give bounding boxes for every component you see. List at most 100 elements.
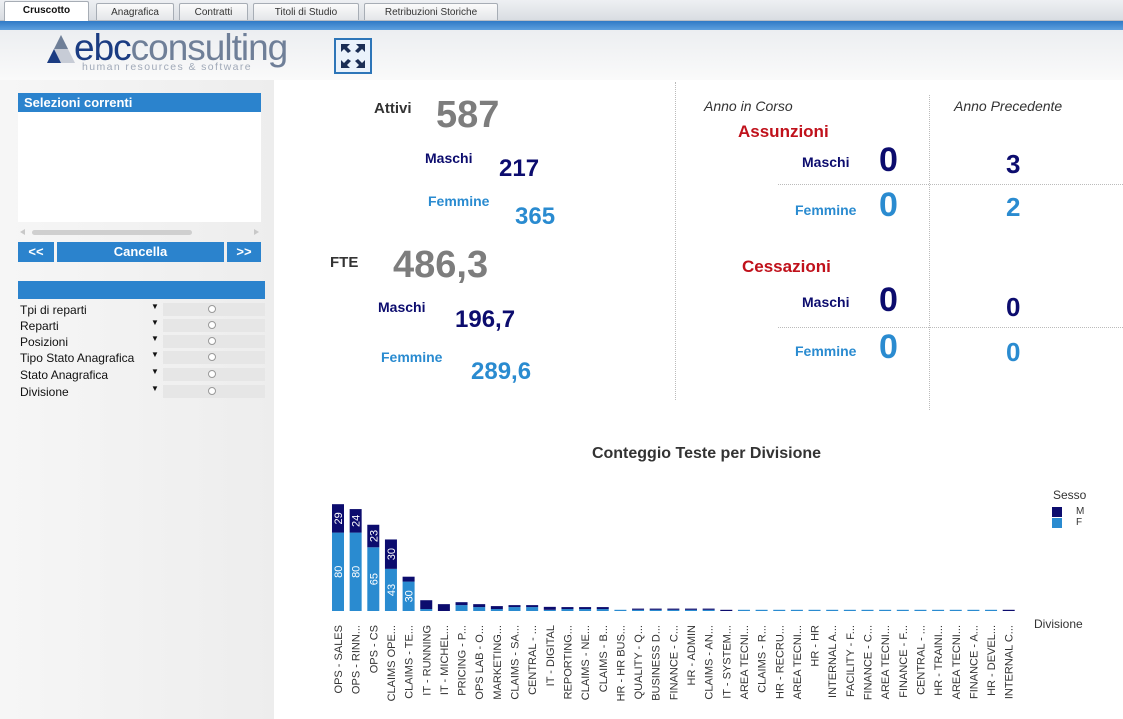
bar-segment-f[interactable]	[861, 609, 874, 611]
bar-segment-m[interactable]	[702, 608, 715, 610]
bar-segment-m[interactable]	[384, 539, 397, 569]
bar-segment-f[interactable]	[596, 609, 609, 611]
bar-segment-f[interactable]	[667, 609, 680, 611]
bar-segment-f[interactable]	[332, 532, 344, 611]
filter-status-icon	[208, 353, 216, 361]
bar-segment-f[interactable]	[402, 581, 415, 611]
bar-segment-f[interactable]	[526, 607, 539, 611]
bar-segment-f[interactable]	[384, 568, 397, 611]
bar-segment-m[interactable]	[543, 606, 556, 610]
previous-button[interactable]: <<	[18, 242, 54, 262]
category-label: INTERNAL C...	[1004, 625, 1016, 699]
bar-segment-f[interactable]	[967, 609, 980, 611]
dropdown-arrow-icon[interactable]: ▼	[151, 350, 159, 359]
dropdown-arrow-icon[interactable]: ▼	[151, 384, 159, 393]
bar-segment-f[interactable]	[737, 609, 750, 611]
filter-row-posizioni[interactable]: Posizioni ▼	[18, 334, 265, 349]
bar-segment-m[interactable]	[473, 604, 486, 608]
filter-row-tipi-di-reparti[interactable]: Tpi di reparti ▼	[18, 302, 265, 317]
bar-segment-m[interactable]	[561, 607, 574, 610]
bar-segment-m[interactable]	[685, 608, 697, 610]
bar-segment-f[interactable]	[420, 609, 433, 611]
dropdown-arrow-icon[interactable]: ▼	[151, 318, 159, 327]
exits-femmine-label: Femmine	[795, 343, 857, 359]
bar-segment-f[interactable]	[808, 609, 821, 611]
bar-segment-m[interactable]	[649, 608, 662, 610]
bar-segment-m[interactable]	[720, 609, 733, 611]
bar-segment-m[interactable]	[508, 605, 521, 608]
tab-titoli-di-studio[interactable]: Titoli di Studio	[253, 3, 359, 20]
clear-button[interactable]: Cancella	[57, 242, 224, 262]
bar-segment-f[interactable]	[790, 609, 803, 611]
bar-segment-f[interactable]	[896, 609, 909, 611]
bar-segment-f[interactable]	[985, 609, 998, 611]
category-label: CLAIMS OPE...	[386, 625, 398, 701]
maschi-label: Maschi	[425, 150, 473, 166]
bar-segment-m[interactable]	[402, 576, 415, 582]
dropdown-arrow-icon[interactable]: ▼	[151, 334, 159, 343]
bar-segment-f[interactable]	[914, 609, 927, 611]
next-button[interactable]: >>	[227, 242, 261, 262]
tab-anagrafica[interactable]: Anagrafica	[96, 3, 174, 20]
bar-segment-f[interactable]	[543, 609, 556, 611]
bar-segment-f[interactable]	[755, 609, 768, 611]
category-label: FINANCE - C...	[668, 625, 680, 700]
tab-contratti[interactable]: Contratti	[179, 3, 248, 20]
bar-segment-f[interactable]	[826, 609, 839, 611]
legend-title: Sesso	[1053, 488, 1087, 502]
bar-segment-f[interactable]	[702, 609, 715, 611]
bar-segment-m[interactable]	[1002, 609, 1015, 611]
horizontal-scrollbar[interactable]	[18, 224, 261, 235]
scroll-right-icon[interactable]	[254, 229, 259, 235]
exits-maschi-label: Maschi	[802, 294, 850, 310]
dropdown-arrow-icon[interactable]: ▼	[151, 302, 159, 311]
tab-retribuzioni-storiche[interactable]: Retribuzioni Storiche	[364, 3, 498, 20]
fte-femmine-label: Femmine	[381, 349, 443, 365]
bar-segment-m[interactable]	[579, 607, 592, 610]
filter-list-header	[18, 281, 265, 299]
bar-segment-f[interactable]	[508, 607, 521, 611]
bar-segment-m[interactable]	[332, 504, 344, 533]
dropdown-arrow-icon[interactable]: ▼	[151, 367, 159, 376]
filter-row-reparti[interactable]: Reparti ▼	[18, 318, 265, 333]
bar-segment-f[interactable]	[490, 609, 503, 611]
bar-segment-m[interactable]	[349, 509, 362, 533]
bar-segment-m[interactable]	[667, 608, 680, 610]
bar-segment-m[interactable]	[490, 606, 503, 610]
tab-cruscotto[interactable]: Cruscotto	[4, 1, 89, 21]
bar-segment-m[interactable]	[596, 607, 609, 610]
bar-segment-f[interactable]	[614, 609, 627, 611]
bar-segment-m[interactable]	[367, 524, 380, 548]
filter-row-divisione[interactable]: Divisione ▼	[18, 384, 265, 399]
filter-row-tipo-stato-anagrafica[interactable]: Tipo Stato Anagrafica ▼	[18, 350, 265, 365]
bar-segment-f[interactable]	[879, 609, 892, 611]
bar-segment-f[interactable]	[949, 609, 962, 611]
bar-segment-f[interactable]	[632, 609, 645, 611]
category-label: CLAIMS - R...	[757, 625, 769, 693]
data-label-f: 80	[351, 566, 363, 578]
bar-segment-f[interactable]	[367, 547, 380, 611]
filter-row-stato-anagrafica[interactable]: Stato Anagrafica ▼	[18, 367, 265, 382]
bar-segment-f[interactable]	[349, 532, 362, 611]
bar-segment-m[interactable]	[420, 600, 433, 610]
bar-segment-m[interactable]	[455, 602, 468, 606]
scroll-left-icon[interactable]	[20, 229, 25, 235]
bar-segment-f[interactable]	[843, 609, 856, 611]
fullscreen-button[interactable]	[334, 38, 372, 74]
x-axis-title: Divisione	[1034, 617, 1083, 631]
category-label: HR - DEVEL...	[986, 625, 998, 696]
bar-segment-f[interactable]	[579, 609, 592, 611]
bar-segment-m[interactable]	[632, 608, 645, 610]
legend-swatch-m	[1052, 507, 1062, 517]
bar-segment-f[interactable]	[561, 609, 574, 611]
bar-segment-f[interactable]	[932, 609, 945, 611]
exits-title: Cessazioni	[742, 257, 831, 276]
bar-segment-m[interactable]	[526, 605, 539, 608]
scroll-thumb[interactable]	[32, 230, 192, 235]
bar-segment-f[interactable]	[473, 607, 486, 611]
bar-segment-f[interactable]	[685, 609, 697, 611]
bar-segment-m[interactable]	[437, 604, 450, 611]
bar-segment-f[interactable]	[649, 609, 662, 611]
bar-segment-f[interactable]	[455, 605, 468, 611]
bar-segment-f[interactable]	[773, 609, 786, 611]
